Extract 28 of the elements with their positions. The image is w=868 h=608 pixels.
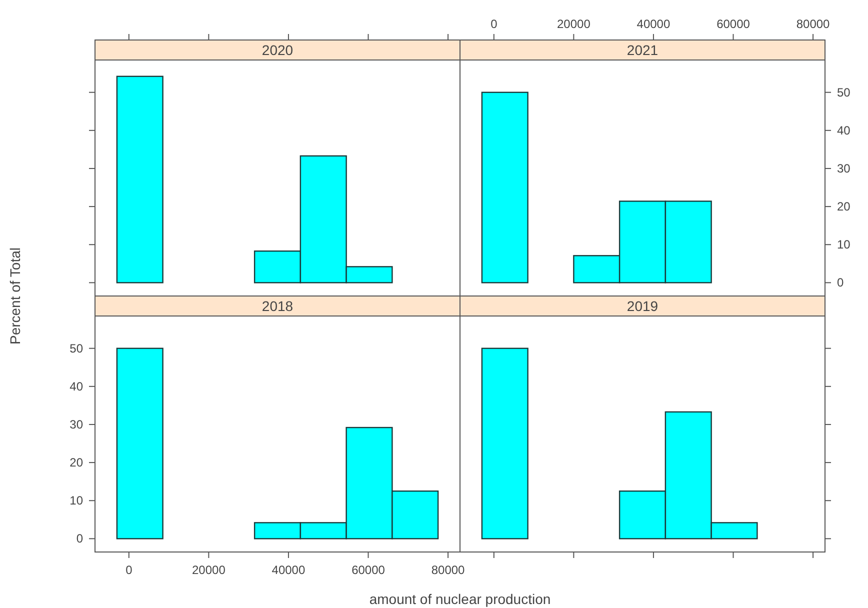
y-tick-label: 10 [837, 238, 851, 252]
y-tick-label: 40 [837, 123, 851, 138]
x-tick-label: 40000 [636, 17, 670, 31]
y-axis-title: Percent of Total [7, 247, 23, 345]
x-tick-label: 80000 [796, 17, 830, 31]
x-tick-label: 0 [126, 563, 133, 577]
x-tick-label: 0 [490, 17, 498, 31]
x-tick-label: 20000 [192, 563, 226, 577]
chart-title: 2021 [626, 42, 658, 58]
y-tick-label: 0 [837, 276, 844, 290]
y-tick-label: 50 [837, 85, 851, 100]
chart-title: 2020 [262, 42, 294, 58]
y-tick-label: 20 [837, 200, 851, 214]
y-tick-label: 0 [76, 532, 84, 546]
x-tick-label: 60000 [716, 17, 750, 31]
y-tick-label: 50 [70, 341, 84, 356]
x-axis-title: amount of nuclear production [369, 591, 551, 607]
chart-title: 2018 [262, 298, 294, 314]
chart-title: 2019 [626, 298, 658, 314]
x-tick-label: 20000 [557, 17, 591, 31]
y-tick-label: 30 [70, 417, 84, 432]
x-tick-label: 60000 [352, 563, 386, 577]
x-tick-label: 40000 [272, 563, 306, 577]
y-tick-label: 40 [70, 379, 84, 394]
y-tick-label: 30 [837, 161, 851, 176]
x-tick-label: 80000 [431, 563, 466, 577]
y-tick-label: 10 [70, 494, 84, 508]
y-tick-label: 20 [70, 456, 84, 470]
